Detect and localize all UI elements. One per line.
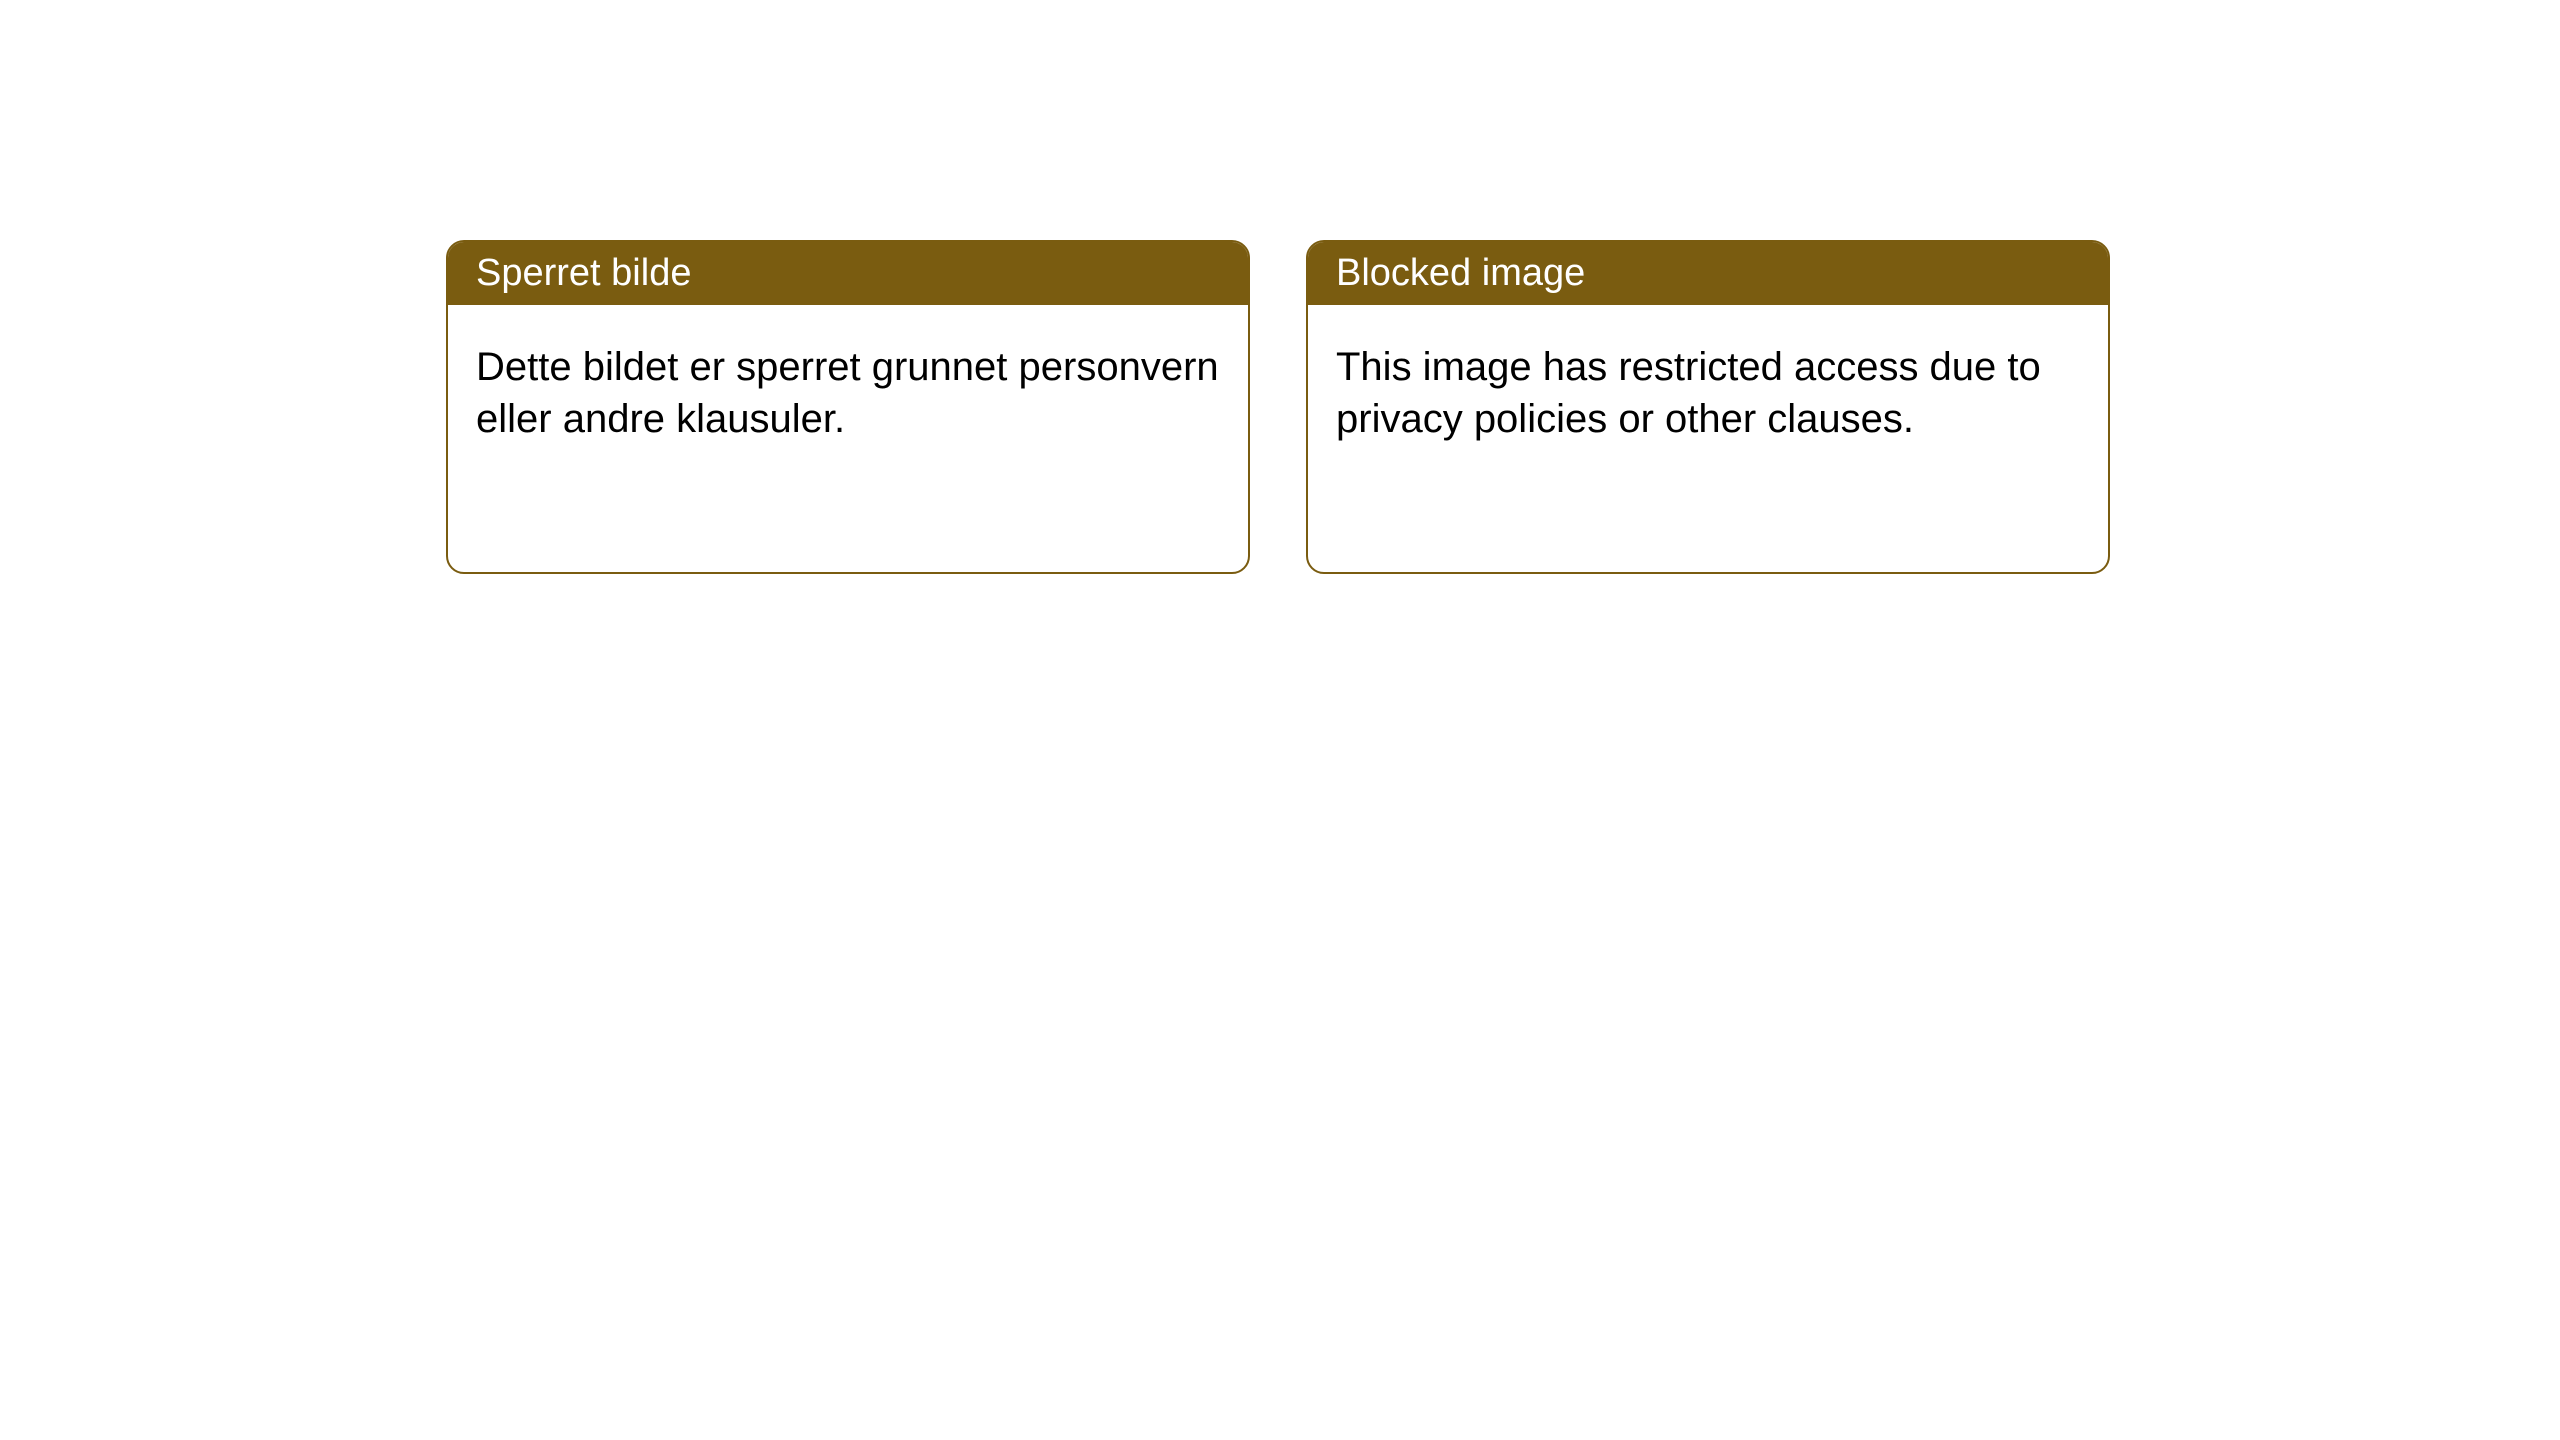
card-message-no: Dette bildet er sperret grunnet personve… xyxy=(476,345,1219,441)
card-title-en: Blocked image xyxy=(1336,252,1585,294)
card-body-en: This image has restricted access due to … xyxy=(1308,305,2108,481)
card-header-en: Blocked image xyxy=(1308,242,2108,305)
card-header-no: Sperret bilde xyxy=(448,242,1248,305)
cards-container: Sperret bilde Dette bildet er sperret gr… xyxy=(0,0,2560,574)
card-message-en: This image has restricted access due to … xyxy=(1336,345,2041,441)
blocked-image-card-en: Blocked image This image has restricted … xyxy=(1306,240,2110,574)
card-title-no: Sperret bilde xyxy=(476,252,691,294)
blocked-image-card-no: Sperret bilde Dette bildet er sperret gr… xyxy=(446,240,1250,574)
card-body-no: Dette bildet er sperret grunnet personve… xyxy=(448,305,1248,481)
